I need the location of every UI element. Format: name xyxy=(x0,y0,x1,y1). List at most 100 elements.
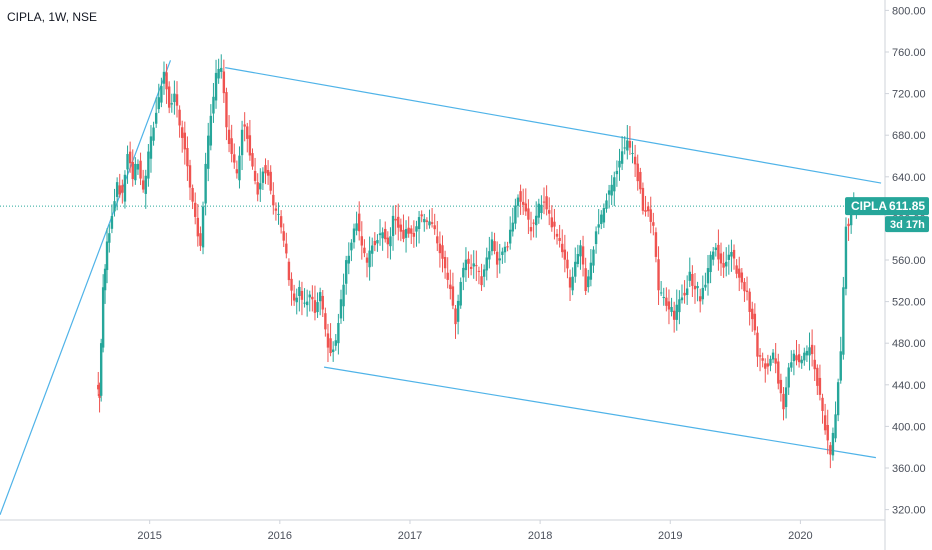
candle-body xyxy=(548,210,551,214)
candle-body xyxy=(769,358,772,366)
candle-body xyxy=(644,210,647,212)
candle-body xyxy=(384,228,387,240)
candle-body xyxy=(766,363,770,367)
candle-body xyxy=(162,71,166,84)
candle-body xyxy=(167,86,171,108)
candle-body xyxy=(566,259,569,269)
candle-body xyxy=(173,93,176,103)
candle-body xyxy=(279,216,283,228)
candle-body xyxy=(480,276,483,286)
candle-body xyxy=(147,151,150,179)
candle-body xyxy=(657,259,660,291)
candle-body xyxy=(339,299,343,319)
candle-body xyxy=(222,71,226,94)
candle-body xyxy=(264,165,267,174)
candle-body xyxy=(394,218,397,221)
candle-body xyxy=(240,129,244,156)
candle-body xyxy=(495,251,499,265)
price-tick-label: 520.00 xyxy=(892,297,926,309)
candle-body xyxy=(758,355,762,357)
candle-body xyxy=(784,387,788,408)
candle-body xyxy=(274,208,278,211)
candle-body xyxy=(292,293,296,301)
candle-body xyxy=(571,276,574,291)
candle-body xyxy=(285,243,288,254)
candle-body xyxy=(688,271,691,281)
time-tick-label: 2018 xyxy=(528,530,552,542)
candle-body xyxy=(628,140,632,148)
candle-body xyxy=(139,160,142,179)
candle-body xyxy=(212,96,215,114)
candle-body xyxy=(441,245,444,259)
candle-body xyxy=(482,269,486,277)
candle-body xyxy=(253,170,257,181)
candle-body xyxy=(839,351,842,381)
candle-body xyxy=(592,249,595,266)
candle-body xyxy=(337,322,340,344)
candle-body xyxy=(545,196,548,210)
candle-body xyxy=(777,361,780,384)
candle-body xyxy=(331,349,335,353)
candle-body xyxy=(207,135,210,169)
candle-body xyxy=(829,445,832,455)
candle-body xyxy=(272,194,275,206)
candle-body xyxy=(298,286,301,296)
candle-body xyxy=(191,187,194,202)
candle-body xyxy=(665,297,668,306)
candle-body xyxy=(779,379,783,394)
candle-body xyxy=(446,272,449,280)
candle-body xyxy=(402,229,405,239)
candle-body xyxy=(329,338,332,354)
candle-body xyxy=(423,218,426,223)
candle-body xyxy=(529,227,533,232)
candle-body xyxy=(761,358,764,361)
candle-body xyxy=(714,247,718,251)
candle-body xyxy=(295,297,298,303)
candle-body xyxy=(795,355,798,361)
candle-body xyxy=(256,182,259,195)
candle-body xyxy=(691,273,694,286)
candle-body xyxy=(201,206,205,248)
trendline[interactable] xyxy=(323,366,876,459)
candle-body xyxy=(563,249,567,260)
time-tick-label: 2019 xyxy=(658,530,682,542)
candle-body xyxy=(277,213,280,215)
candle-body xyxy=(160,86,163,103)
candle-body xyxy=(821,397,824,411)
candle-body xyxy=(654,232,658,257)
candle-body xyxy=(220,67,223,72)
candle-body xyxy=(115,182,119,197)
candle-body xyxy=(397,216,400,228)
candle-body xyxy=(110,215,114,229)
candle-body xyxy=(782,393,785,410)
symbol-title: CIPLA, 1W, NSE xyxy=(7,10,98,24)
candle-body xyxy=(128,151,132,164)
candle-body xyxy=(342,284,345,307)
candle-body xyxy=(186,147,189,167)
candle-body xyxy=(438,243,442,254)
candle-body xyxy=(540,204,543,213)
trendline[interactable] xyxy=(0,60,172,516)
candle-body xyxy=(456,300,460,322)
candle-body xyxy=(485,257,488,271)
candle-body xyxy=(316,302,319,313)
countdown-tag: 3d 17h xyxy=(885,216,929,233)
candle-body xyxy=(136,163,140,170)
candle-body xyxy=(519,191,522,202)
candle-body xyxy=(516,197,520,206)
countdown-value: 3d 17h xyxy=(890,219,925,231)
trendline[interactable] xyxy=(225,67,882,184)
candle-body xyxy=(581,246,585,265)
candle-body xyxy=(300,290,304,300)
candle-body xyxy=(225,92,228,128)
candle-body xyxy=(467,258,470,264)
candle-body xyxy=(373,240,377,246)
candle-body xyxy=(134,163,137,181)
candle-body xyxy=(381,232,384,239)
candle-body xyxy=(610,184,613,196)
candle-body xyxy=(613,177,616,192)
candle-body xyxy=(774,358,777,364)
candle-body xyxy=(836,382,840,416)
time-tick-label: 2017 xyxy=(398,530,422,542)
